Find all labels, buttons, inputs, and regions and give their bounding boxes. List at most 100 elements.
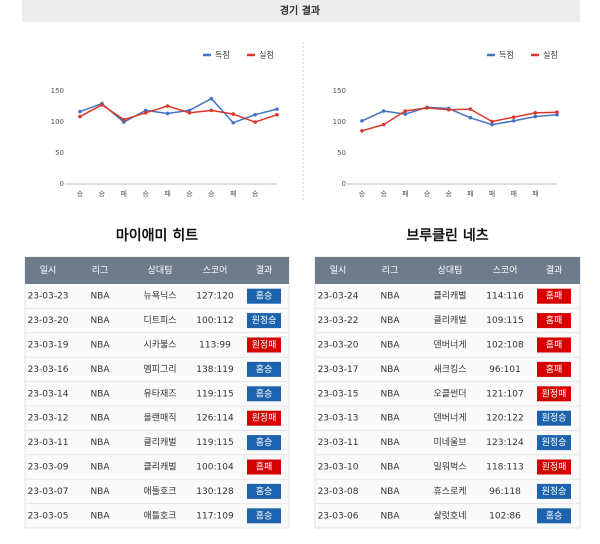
point: [143, 111, 148, 115]
result-label: 홈승: [256, 290, 273, 302]
cell: NBA: [90, 389, 110, 399]
result-badge: [247, 361, 281, 377]
legend-label: 득점: [215, 50, 230, 60]
cell: 119:115: [196, 389, 233, 399]
cell: NBA: [380, 438, 400, 448]
point: [468, 115, 473, 120]
x-tick-label: 패: [510, 189, 516, 198]
result-badge: [537, 483, 571, 499]
header-title: 경기 결과: [280, 4, 321, 17]
result-badge: [247, 508, 281, 524]
x-tick-label: 승: [359, 190, 366, 198]
result-badge: [247, 435, 281, 451]
cell: 117:109: [196, 511, 234, 521]
cell: 클리캐벌: [143, 462, 176, 473]
column-header: 상대팀: [148, 264, 173, 276]
point: [446, 107, 451, 112]
cell: 덴버너게: [433, 413, 466, 424]
result-label: 홈패: [546, 314, 563, 326]
x-tick-label: 패: [230, 189, 236, 198]
cell: NBA: [380, 487, 400, 497]
point: [78, 114, 82, 119]
cell: 126:114: [196, 414, 234, 424]
point: [275, 112, 279, 117]
point: [381, 109, 386, 113]
cell: 23-03-09: [28, 463, 69, 473]
column-header: 리그: [382, 265, 399, 276]
cell: NBA: [380, 341, 400, 351]
cell: 114:116: [486, 292, 524, 302]
cell: NBA: [380, 414, 400, 424]
cell: 23-03-10: [318, 463, 359, 473]
cell: 138:119: [196, 365, 234, 375]
cell: NBA: [90, 463, 110, 473]
point: [209, 96, 214, 101]
result-badge: [537, 337, 571, 353]
point: [533, 114, 538, 119]
cell: NBA: [90, 316, 110, 326]
cell: 뉴욕닉스: [143, 291, 176, 302]
y-tick-label: 0: [60, 180, 64, 188]
team-title: 마이애미 히트: [116, 227, 198, 244]
cell: 23-03-06: [318, 511, 359, 521]
point: [165, 104, 170, 108]
cell: 23-03-20: [28, 316, 69, 326]
y-tick-label: 150: [51, 87, 64, 95]
cell: 샬럿호네: [433, 509, 466, 521]
result-label: 홈패: [256, 461, 273, 473]
cell: 96:101: [489, 365, 521, 375]
table-bg: [24, 256, 290, 529]
point: [209, 108, 214, 113]
cell: 120:122: [486, 414, 523, 424]
point: [555, 110, 559, 115]
cell: 118:113: [486, 463, 523, 473]
column-header: 일시: [330, 265, 347, 276]
result-label: 원정승: [542, 437, 567, 448]
cell: 96:118: [489, 487, 521, 497]
y-tick-label: 100: [51, 118, 64, 126]
series-line: [79, 103, 278, 123]
cell: 23-03-11: [28, 438, 69, 448]
column-header: 스코어: [203, 265, 228, 276]
cell: 새크킹스: [433, 363, 466, 375]
header-bar: [22, 0, 580, 22]
result-badge: [247, 288, 281, 304]
x-tick-label: 승: [142, 190, 149, 198]
cell: NBA: [380, 463, 400, 473]
cell: 23-03-12: [28, 414, 69, 424]
cell: 127:120: [196, 292, 234, 302]
cell: 102:108: [486, 341, 524, 351]
result-label: 홈승: [256, 436, 273, 448]
x-tick-label: 승: [380, 190, 387, 198]
x-tick-label: 패: [402, 189, 408, 198]
point: [533, 111, 538, 115]
cell: NBA: [380, 316, 400, 326]
cell: NBA: [380, 511, 400, 521]
result-label: 원정패: [252, 413, 277, 424]
cell: NBA: [90, 438, 110, 448]
cell: 클리캐벌: [433, 315, 466, 326]
cell: NBA: [90, 365, 110, 375]
team-title: 브루클린 네츠: [406, 227, 488, 244]
column-header: 결과: [256, 265, 273, 276]
point: [511, 115, 516, 119]
cell: 130:128: [196, 487, 234, 497]
cell: 23-03-07: [28, 487, 69, 497]
legend-label: 실점: [543, 50, 558, 60]
legend-label: 실점: [259, 50, 274, 60]
result-label: 홈패: [546, 339, 563, 351]
cell: NBA: [380, 389, 400, 399]
cell: 121:107: [486, 389, 523, 399]
cell: 유타재즈: [143, 388, 176, 399]
cell: 오클썬더: [433, 388, 466, 399]
y-tick-label: 50: [55, 149, 64, 157]
y-tick-label: 0: [342, 180, 346, 188]
y-tick-label: 150: [333, 87, 346, 95]
x-tick-label: 패: [489, 189, 495, 198]
cell: 23-03-24: [318, 292, 359, 302]
cell: 애틀호크: [143, 510, 176, 521]
result-label: 홈패: [546, 363, 563, 375]
cell: 119:115: [196, 438, 233, 448]
result-badge: [537, 410, 571, 426]
point: [490, 119, 494, 124]
